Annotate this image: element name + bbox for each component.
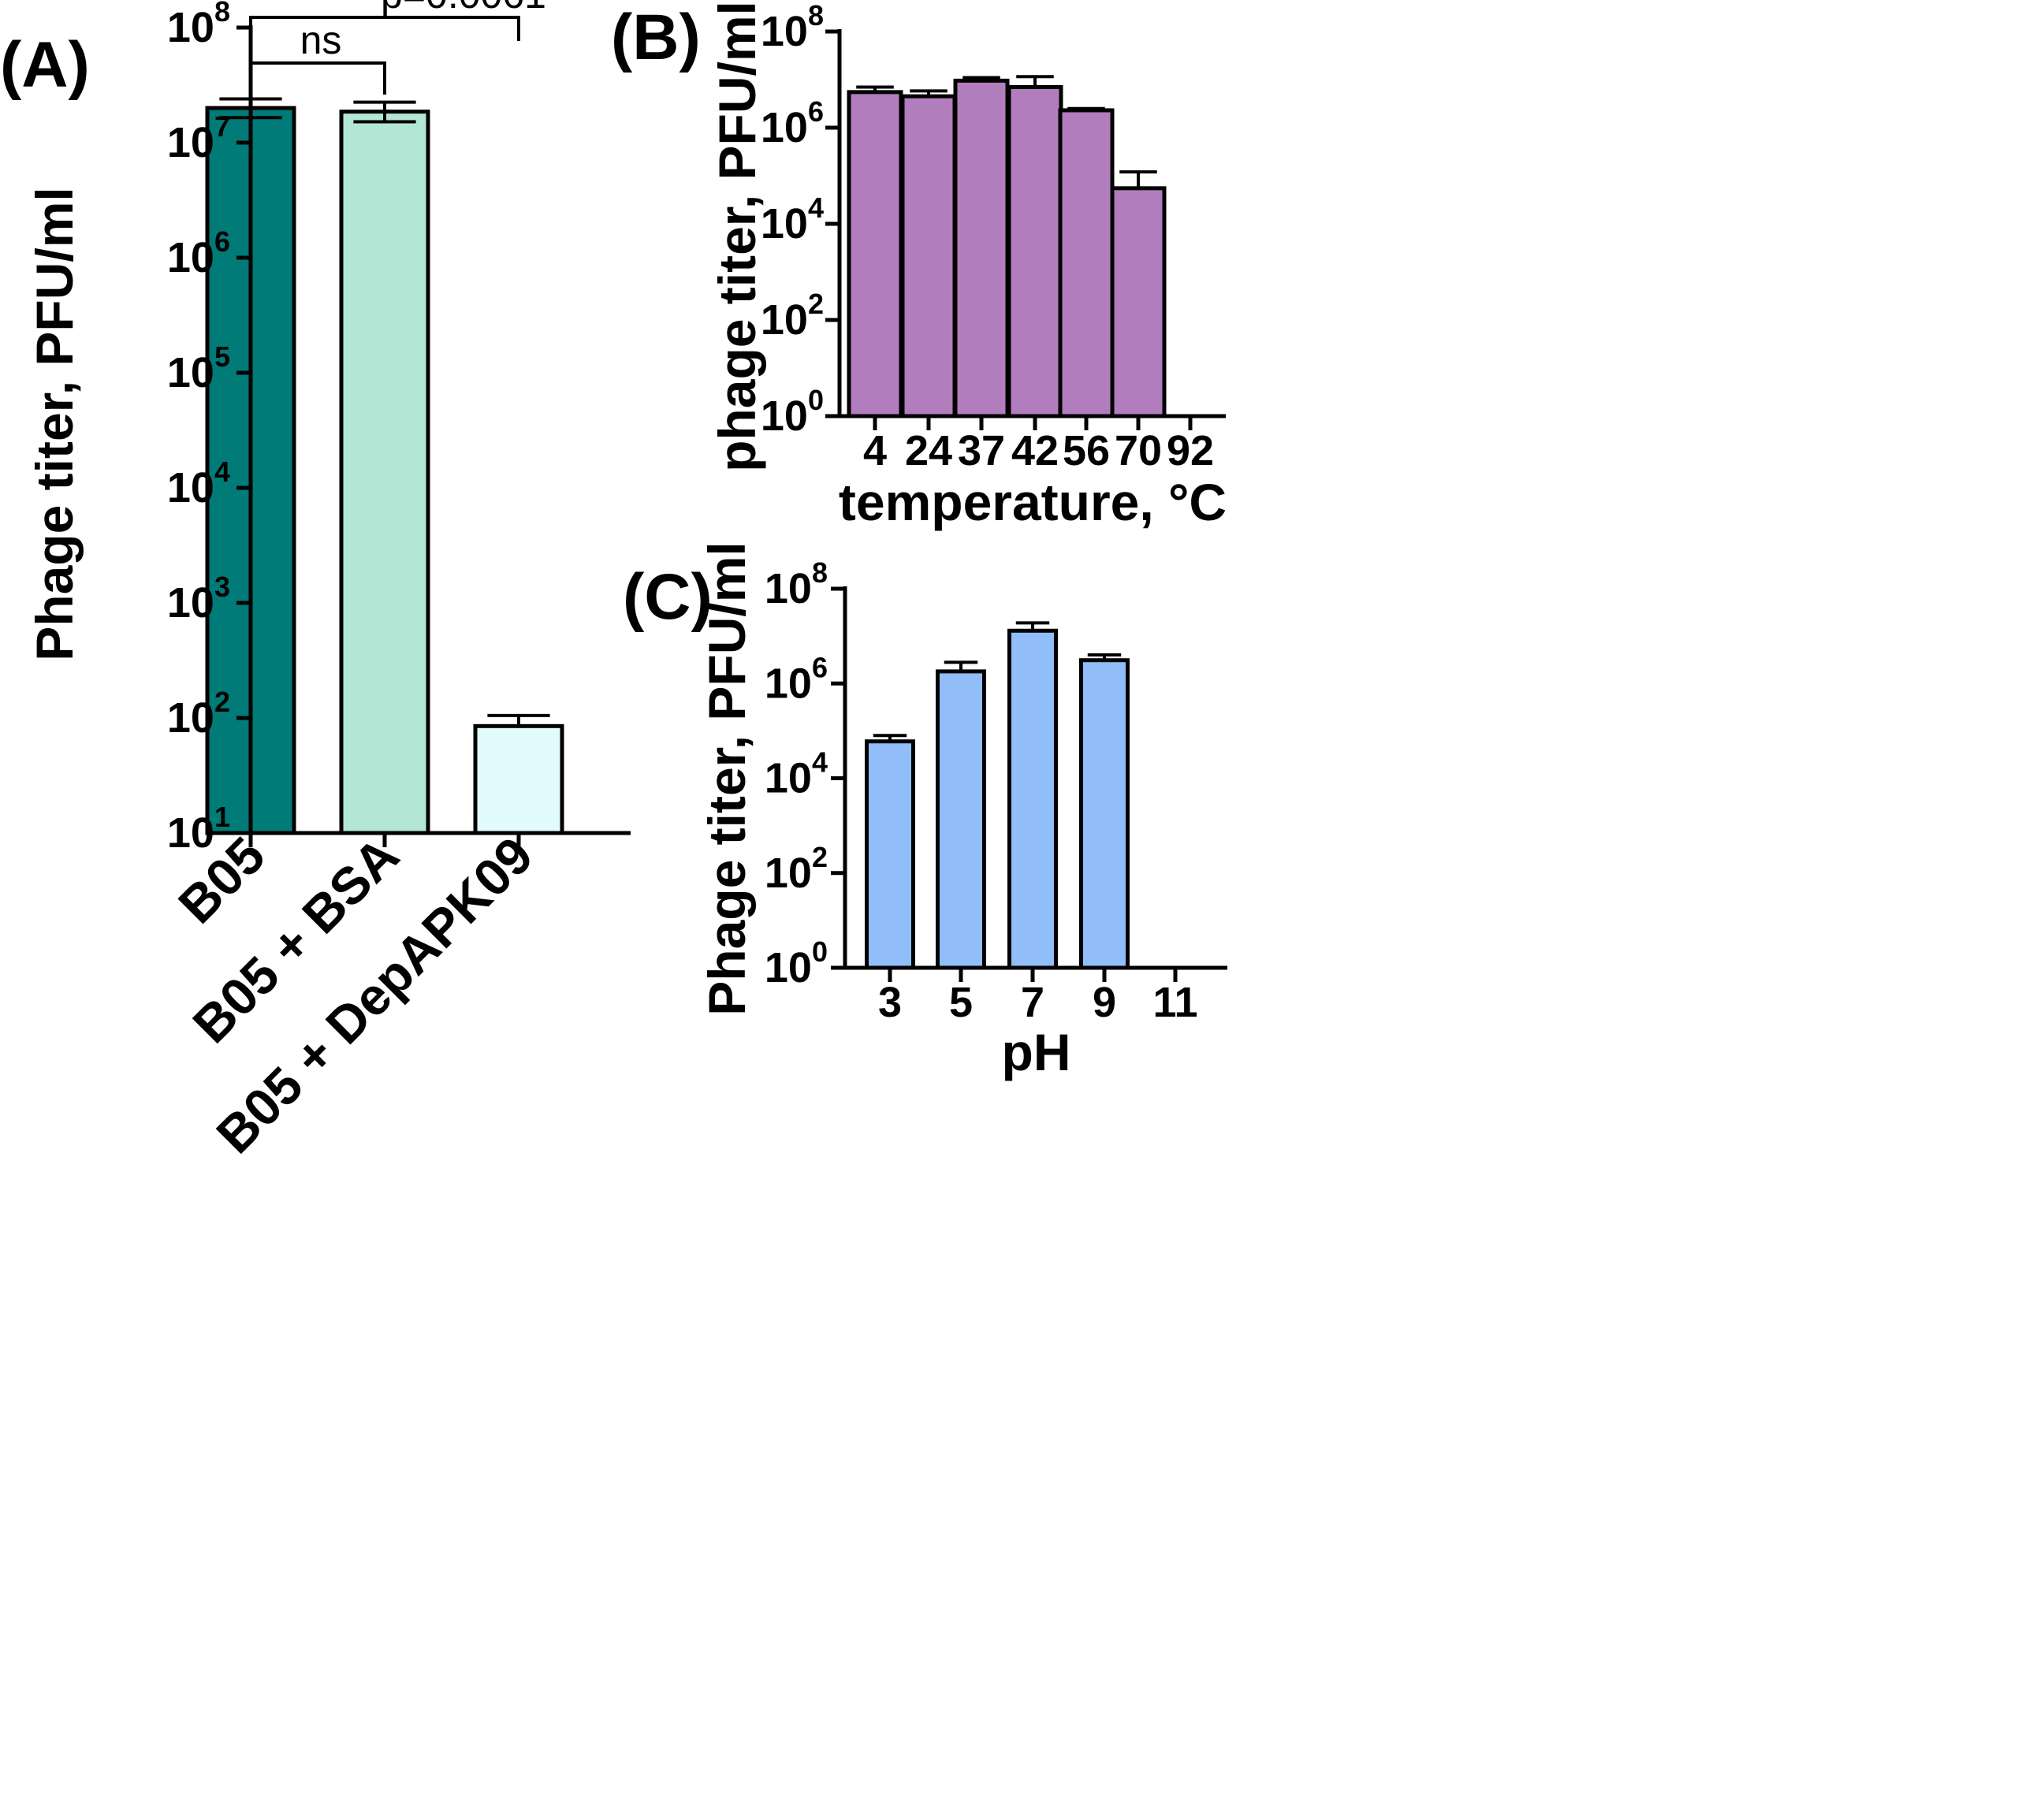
y-tick-exponent: 4 — [214, 456, 230, 488]
y-tick-base: 10 — [167, 119, 214, 166]
x-category-label: 37 — [958, 427, 1005, 474]
y-tick-base: 10 — [765, 755, 812, 802]
y-tick-exponent: 6 — [812, 651, 828, 683]
y-tick-base: 10 — [761, 104, 808, 151]
bar — [1058, 108, 1115, 418]
x-category-label: 92 — [1167, 427, 1214, 474]
panel-label: (A) — [0, 29, 90, 101]
y-tick-exponent: 4 — [808, 192, 824, 224]
significance-label: p=0.0061 — [381, 0, 546, 17]
y-tick-base: 10 — [167, 694, 214, 742]
y-tick-exponent: 2 — [812, 841, 828, 873]
x-category-label: 11 — [1152, 979, 1197, 1026]
y-tick-label: 108 — [167, 0, 230, 51]
y-tick-exponent: 2 — [808, 288, 824, 320]
y-tick-label: 108 — [765, 556, 828, 612]
y-tick-label: 108 — [761, 0, 824, 55]
bar — [847, 90, 903, 418]
y-tick-label: 106 — [761, 95, 824, 151]
bar — [900, 94, 957, 418]
panel-label: (B) — [611, 2, 701, 73]
y-tick-base: 10 — [765, 944, 812, 991]
x-category-label: 4 — [863, 427, 887, 474]
y-tick-label: 106 — [167, 225, 230, 281]
y-tick-exponent: 2 — [214, 686, 230, 718]
y-tick-base: 10 — [761, 200, 808, 247]
y-tick-label: 102 — [761, 288, 824, 344]
bar — [936, 669, 986, 970]
bar — [1007, 84, 1063, 418]
y-tick-label: 104 — [761, 192, 824, 247]
x-category-label: 7 — [1021, 979, 1044, 1026]
y-tick-base: 10 — [761, 296, 808, 344]
bar — [953, 78, 1010, 418]
y-tick-label: 102 — [765, 841, 828, 897]
x-category-label: 70 — [1115, 427, 1162, 474]
y-tick-label: 104 — [167, 456, 230, 511]
panel-c: (C)Phage titer, PFU/mlpH1001021041061083… — [623, 541, 1227, 1081]
bar — [339, 110, 430, 835]
y-axis-label: Phage titer, PFU/ml — [25, 187, 84, 660]
x-category-label: 5 — [949, 979, 973, 1026]
y-tick-base: 10 — [761, 392, 808, 440]
significance-label: ns — [300, 18, 342, 62]
y-tick-exponent: 5 — [214, 340, 230, 373]
x-axis-label: temperature, °C — [839, 473, 1227, 531]
x-category-label: 3 — [878, 979, 902, 1026]
y-tick-label: 100 — [761, 384, 824, 440]
bar — [1110, 186, 1167, 418]
y-axis-label: phage titer, PFU/ml — [708, 1, 766, 472]
significance-bracket — [249, 61, 386, 95]
y-tick-exponent: 3 — [214, 571, 230, 603]
y-tick-base: 10 — [167, 234, 214, 281]
bar — [473, 723, 564, 835]
y-tick-exponent: 6 — [808, 95, 824, 128]
panel-label: (C) — [623, 561, 713, 633]
y-tick-exponent: 7 — [214, 110, 230, 143]
y-tick-label: 102 — [167, 686, 230, 742]
y-tick-exponent: 8 — [812, 556, 828, 589]
y-tick-base: 10 — [761, 8, 808, 55]
x-category-label: 9 — [1093, 979, 1116, 1026]
bar — [1007, 628, 1058, 970]
y-tick-exponent: 0 — [808, 384, 824, 416]
y-tick-base: 10 — [167, 464, 214, 511]
x-category-label: 24 — [905, 427, 952, 474]
y-tick-base: 10 — [765, 660, 812, 707]
y-tick-exponent: 6 — [214, 225, 230, 258]
y-tick-exponent: 1 — [214, 801, 230, 833]
y-tick-base: 10 — [167, 349, 214, 396]
y-tick-label: 101 — [167, 801, 230, 857]
y-tick-exponent: 8 — [214, 0, 230, 28]
y-tick-base: 10 — [765, 850, 812, 897]
y-tick-label: 106 — [765, 651, 828, 707]
y-tick-base: 10 — [765, 565, 812, 612]
y-tick-label: 103 — [167, 571, 230, 627]
x-category-label: 56 — [1063, 427, 1110, 474]
y-tick-base: 10 — [167, 4, 214, 51]
bar — [865, 739, 915, 970]
y-tick-exponent: 8 — [808, 0, 824, 32]
y-tick-label: 107 — [167, 110, 230, 166]
y-tick-label: 104 — [765, 746, 828, 802]
y-tick-label: 105 — [167, 340, 230, 396]
y-tick-base: 10 — [167, 579, 214, 627]
y-tick-label: 100 — [765, 935, 828, 991]
y-axis-label: Phage titer, PFU/ml — [698, 541, 756, 1015]
x-axis-label: pH — [1002, 1023, 1071, 1081]
x-category-label: 42 — [1011, 427, 1059, 474]
y-tick-base: 10 — [167, 809, 214, 857]
panel-a: (A)Phage titer, PFU/ml101102103104105106… — [0, 0, 631, 1164]
y-tick-exponent: 4 — [812, 746, 828, 779]
bar — [1079, 658, 1130, 970]
y-tick-exponent: 0 — [812, 935, 828, 968]
significance-bracket — [249, 16, 520, 41]
